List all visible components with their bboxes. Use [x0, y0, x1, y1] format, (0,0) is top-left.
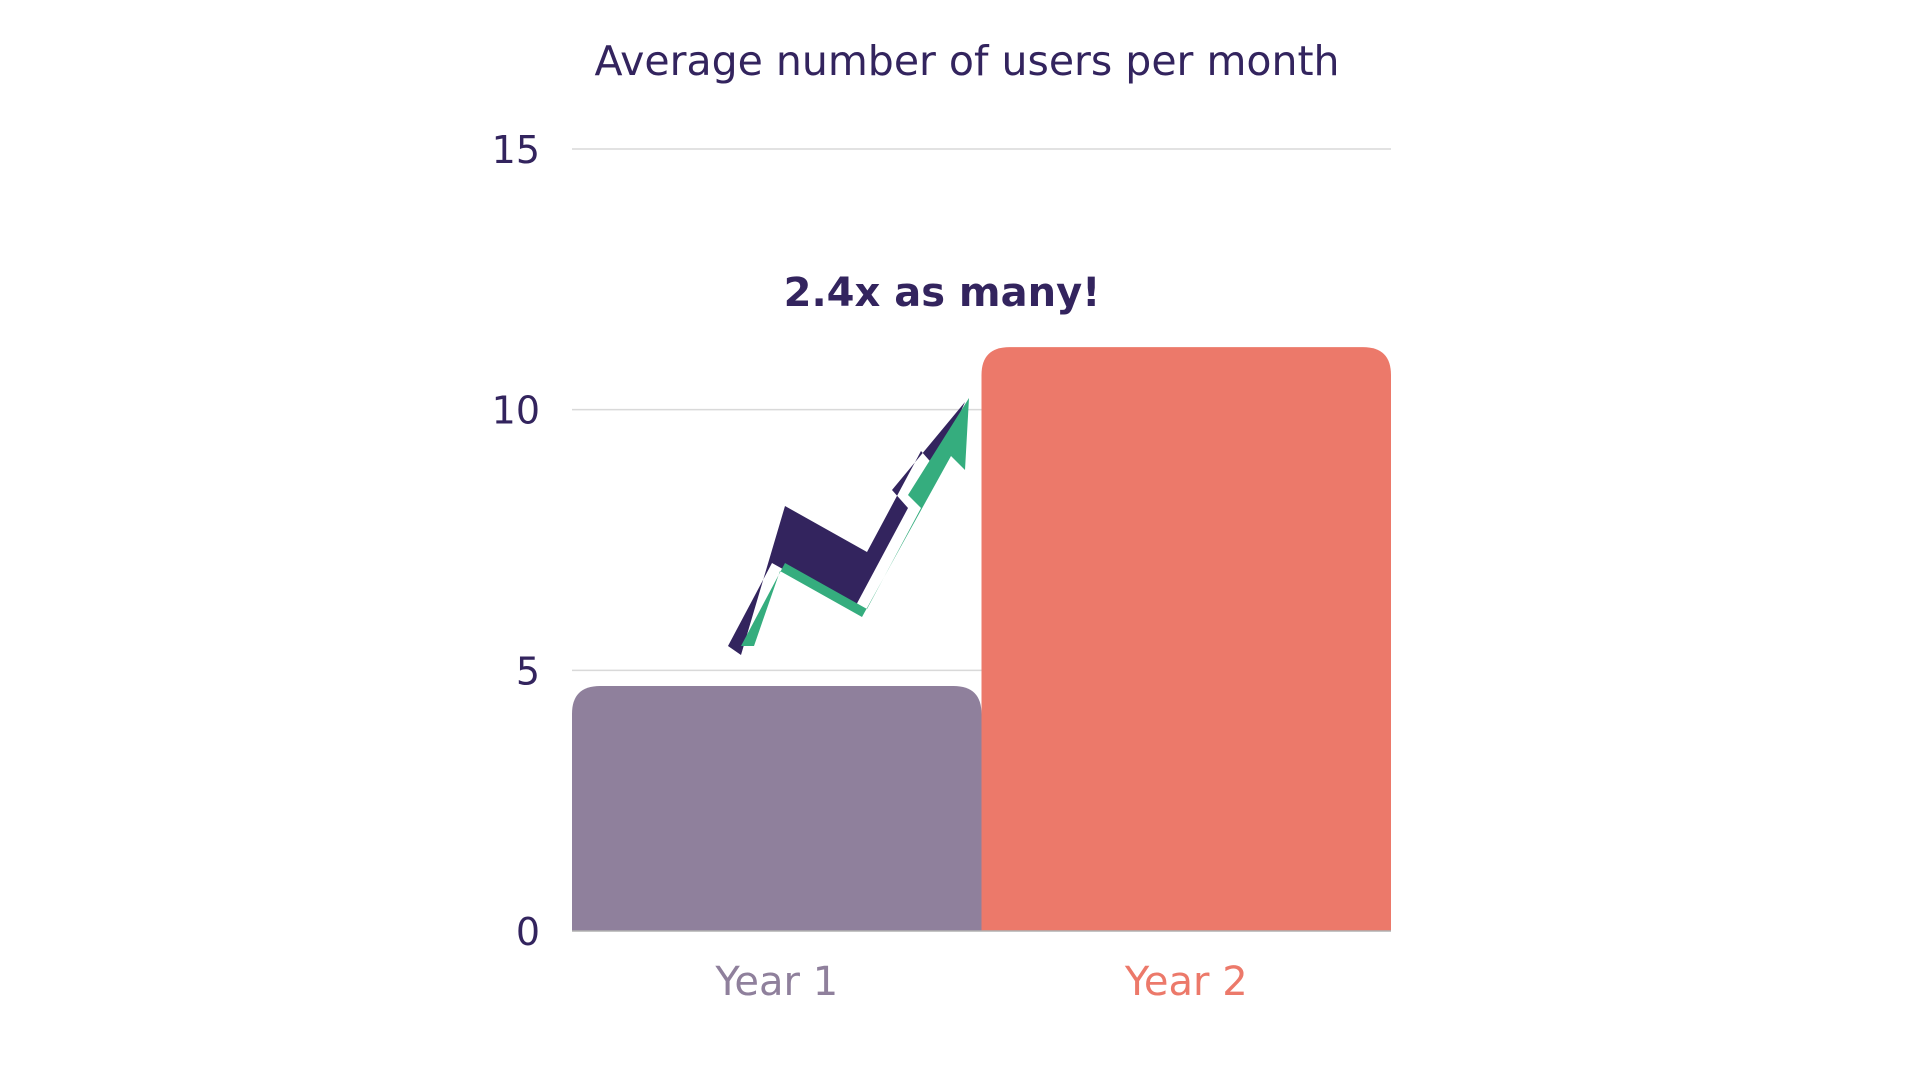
- annotation-text: 2.4x as many!: [784, 270, 1101, 316]
- y-axis-ticks: 0 5 10 15: [492, 128, 540, 954]
- x-axis-labels: Year 1 Year 2: [714, 959, 1247, 1005]
- trend-up-arrow-icon: [728, 398, 969, 655]
- y-tick-label: 15: [492, 128, 540, 172]
- y-tick-label: 0: [516, 910, 540, 954]
- y-tick-label: 10: [492, 389, 540, 433]
- bar-year-1: [572, 685, 982, 931]
- bar-year-2: [981, 347, 1391, 931]
- x-tick-label: Year 2: [1124, 959, 1248, 1005]
- chart-title: Average number of users per month: [594, 37, 1339, 85]
- y-tick-label: 5: [516, 649, 540, 693]
- arrow-face: [741, 398, 969, 646]
- bars: [572, 347, 1391, 932]
- x-tick-label: Year 1: [714, 959, 838, 1005]
